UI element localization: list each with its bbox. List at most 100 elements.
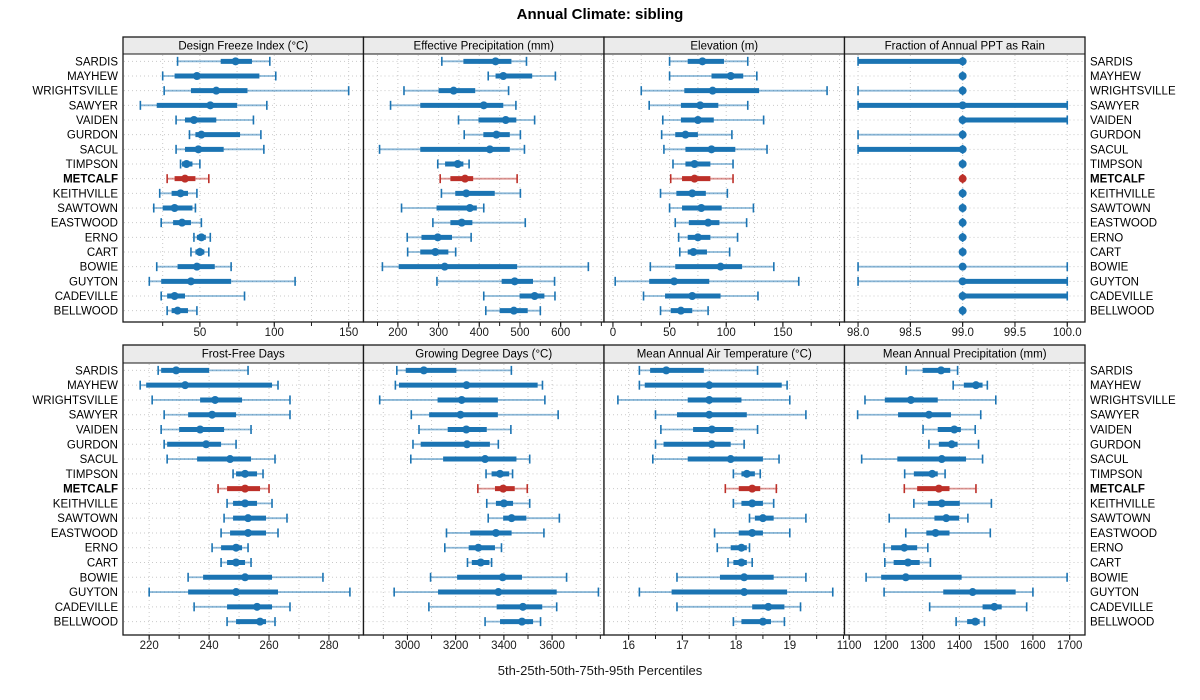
axis-tick-label: 1500: [983, 640, 1009, 652]
percentile-row-gurdon: [928, 439, 980, 449]
median-dot: [462, 189, 471, 198]
percentile-row-keithville: [913, 498, 993, 508]
percentile-row-guyton: [857, 276, 1069, 286]
median-dot: [705, 395, 714, 404]
percentile-row-cart: [466, 558, 493, 567]
percentile-row-cadeville: [482, 291, 556, 301]
percentile-row-sawyer: [410, 410, 559, 420]
median-dot: [931, 528, 940, 537]
percentile-row-wrightsville: [640, 86, 828, 96]
percentile-row-cart: [727, 558, 753, 567]
station-label-right: WRIGHTSVILLE: [1090, 86, 1176, 98]
percentile-row-cadeville: [428, 602, 558, 612]
median-dot: [241, 469, 250, 478]
station-label-left: SAWYER: [69, 100, 118, 112]
percentile-row-sawyer: [856, 410, 982, 420]
percentile-row-bellwood: [958, 306, 967, 316]
percentile-row-eastwood: [904, 528, 992, 538]
median-dot: [662, 366, 671, 375]
percentile-row-keithville: [485, 498, 531, 508]
percentile-row-erno: [883, 543, 929, 553]
station-label-left: BELLWOOD: [54, 306, 118, 318]
median-dot: [232, 558, 241, 567]
median-dot: [688, 189, 697, 198]
percentile-row-guyton: [638, 587, 834, 597]
median-dot: [900, 543, 909, 552]
median-dot: [758, 617, 767, 626]
axis-tick-label: 500: [510, 327, 529, 339]
percentile-row-cadeville: [193, 602, 291, 612]
percentile-row-cart: [190, 247, 210, 257]
station-label-right: WRIGHTSVILLE: [1090, 395, 1176, 407]
station-label-right: SARDIS: [1090, 365, 1133, 377]
median-dot: [742, 469, 751, 478]
median-dot: [433, 233, 442, 242]
panel-title: Frost-Free Days: [202, 349, 285, 361]
percentile-row-sawtown: [748, 513, 807, 523]
percentile-row-guyton: [148, 276, 296, 286]
percentile-row-bellwood: [732, 617, 786, 627]
median-dot: [924, 410, 933, 419]
axis-tick-label: 1100: [837, 640, 862, 652]
percentile-row-cadeville: [958, 291, 1069, 301]
median-dot: [693, 116, 702, 124]
station-label-right: BELLWOOD: [1090, 306, 1154, 318]
station-label-left: SACUL: [80, 454, 119, 466]
axis-tick-label: 150: [339, 327, 358, 339]
station-label-right: TIMPSON: [1090, 159, 1142, 171]
percentile-row-sacul: [175, 144, 265, 154]
median-dot: [474, 543, 483, 552]
percentile-row-sacul: [378, 144, 526, 154]
percentile-row-guyton: [883, 587, 1034, 597]
percentile-row-erno: [716, 543, 751, 553]
median-dot: [241, 499, 250, 508]
station-label-right: CART: [1090, 247, 1121, 259]
percentile-row-cadeville: [160, 291, 246, 301]
axis-tick-label: 200: [388, 327, 407, 339]
percentile-row-bellwood: [484, 306, 542, 316]
station-label-left: GURDON: [67, 130, 118, 142]
percentile-row-sawtown: [888, 513, 969, 523]
median-dot: [208, 410, 217, 419]
percentile-row-bowie: [865, 572, 1068, 582]
axis-tick-label: 17: [676, 640, 689, 652]
median-dot: [748, 499, 757, 508]
station-label-right: CADEVILLE: [1090, 602, 1154, 614]
median-dot: [518, 602, 527, 611]
station-label-left: GUYTON: [69, 276, 118, 288]
median-dot: [510, 277, 519, 286]
median-dot: [958, 174, 967, 183]
percentile-row-timpson: [485, 469, 514, 479]
median-dot: [499, 484, 508, 493]
station-label-right: ERNO: [1090, 543, 1123, 555]
axis-tick-label: 240: [199, 640, 218, 652]
percentile-row-metcalf: [724, 484, 778, 494]
median-dot: [491, 528, 500, 537]
station-label-left: KEITHVILLE: [53, 498, 119, 510]
percentile-row-bowie: [187, 572, 324, 582]
station-label-left: SARDIS: [75, 56, 118, 68]
median-dot: [947, 440, 956, 449]
station-label-right: MAYHEW: [1090, 380, 1141, 392]
percentile-row-metcalf: [958, 174, 967, 184]
station-label-left: ERNO: [85, 232, 118, 244]
median-dot: [496, 469, 505, 478]
axis-tick-label: 50: [663, 327, 676, 339]
median-dot: [491, 57, 500, 66]
station-label-left: BOWIE: [80, 572, 119, 584]
station-label-left: CART: [87, 558, 118, 570]
median-dot: [178, 218, 187, 227]
median-dot: [958, 277, 967, 286]
median-dot: [704, 218, 713, 227]
percentile-row-bowie: [676, 572, 807, 582]
percentile-row-eastwood: [445, 528, 545, 538]
station-label-left: METCALF: [63, 174, 118, 186]
percentile-row-mayhew: [958, 71, 967, 81]
panel-fraction-ppt-rain: Fraction of Annual PPT as Rain 98.0 98.5 99…: [843, 36, 1086, 339]
percentile-row-erno: [211, 543, 249, 553]
percentile-row-bowie: [429, 572, 568, 582]
percentile-row-sacul: [166, 454, 276, 464]
percentile-row-sawtown: [958, 203, 967, 213]
median-dot: [517, 617, 526, 626]
axis-tick-label: 19: [783, 640, 796, 652]
